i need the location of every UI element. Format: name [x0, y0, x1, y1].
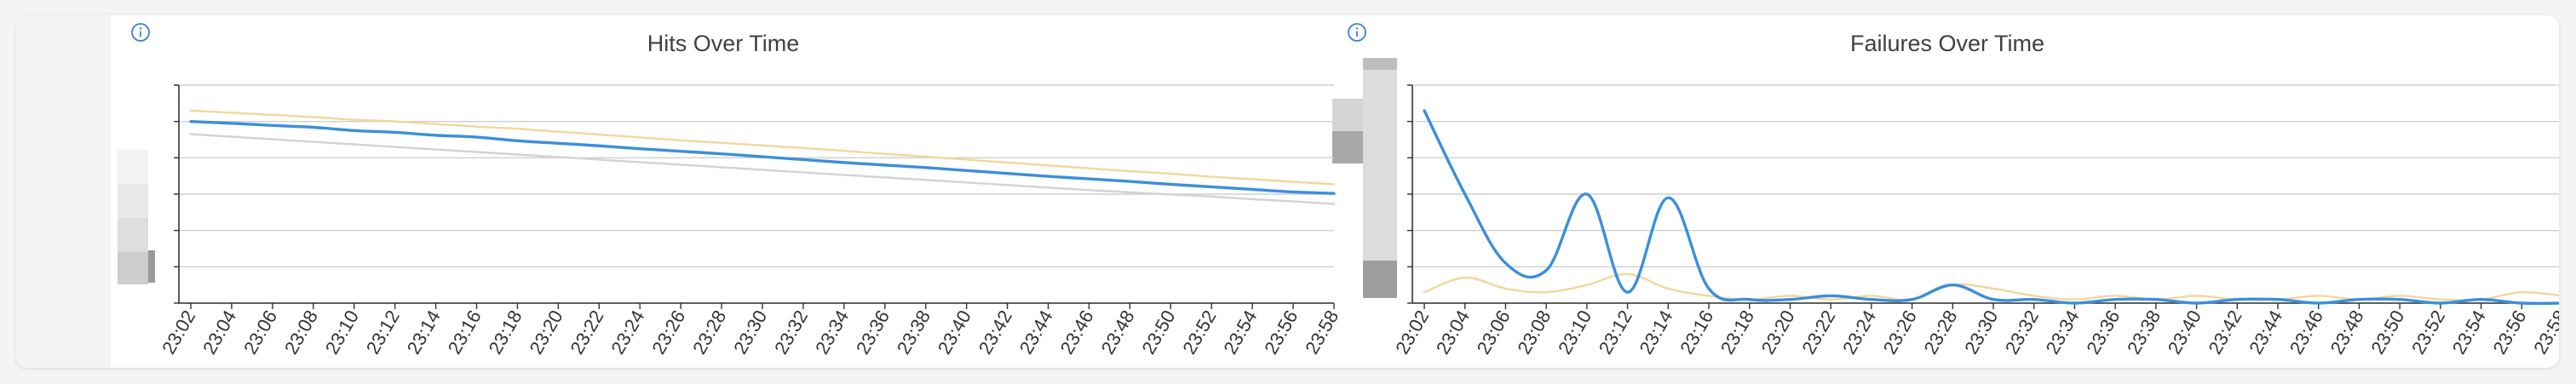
x-tick-label: 23:04	[198, 307, 240, 358]
chart-title: Failures Over Time	[1849, 31, 2045, 56]
series-line-0	[189, 109, 1336, 186]
x-tick-label: 23:48	[1097, 307, 1139, 358]
series-line-1	[1423, 109, 2559, 306]
x-tick-label: 23:34	[811, 307, 853, 358]
dashboard-card: Hits Over Time Failures Over Time 23:02 2…	[15, 15, 2559, 368]
x-tick-label: 23:44	[1015, 307, 1057, 358]
x-tick-label: 23:10	[321, 307, 363, 358]
x-tick-label: 23:32	[770, 307, 812, 358]
x-tick-label: 23:56	[1260, 307, 1302, 358]
x-tick-label: 23:12	[1595, 307, 1636, 358]
x-tick-label: 23:38	[2123, 307, 2165, 358]
hits-over-time-chart: 23:0223:0423:0623:0823:1023:1223:1423:16…	[158, 84, 1343, 358]
x-tick-label: 23:16	[1676, 307, 1717, 358]
x-tick-label: 23:22	[566, 307, 607, 358]
x-tick-label: 23:30	[1960, 307, 2002, 358]
x-tick-label: 23:06	[1473, 307, 1515, 358]
x-tick-label: 23:26	[1879, 307, 1921, 358]
x-tick-label: 23:02	[158, 307, 199, 358]
series-line-2	[189, 119, 1336, 195]
x-tick-label: 23:22	[1797, 307, 1839, 358]
x-tick-label: 23:24	[1838, 307, 1880, 358]
x-tick-label: 23:42	[2204, 307, 2245, 358]
x-tick-label: 23:54	[2448, 307, 2490, 358]
x-tick-label: 23:02	[1391, 307, 1433, 358]
x-tick-label: 23:14	[1635, 307, 1676, 358]
x-tick-label: 23:46	[2286, 307, 2327, 358]
x-tick-label: 23:14	[403, 307, 445, 358]
x-tick-label: 23:16	[444, 307, 486, 358]
x-tick-label: 23:24	[607, 307, 648, 358]
x-tick-label: 23:28	[688, 307, 730, 358]
left-gutter	[15, 15, 111, 368]
info-circle-icon[interactable]	[130, 22, 151, 43]
x-tick-label: 23:58	[1301, 307, 1343, 358]
x-tick-label: 23:58	[2529, 307, 2559, 358]
x-tick-label: 23:38	[893, 307, 934, 358]
x-tick-label: 23:50	[2366, 307, 2408, 358]
x-tick-label: 23:36	[2082, 307, 2124, 358]
legend-strip-1	[118, 150, 155, 296]
x-tick-label: 23:04	[1432, 307, 1474, 358]
failures-over-time-chart: 23:0223:0423:0623:0823:1023:1223:1423:16…	[1391, 84, 2559, 358]
x-tick-label: 23:18	[1716, 307, 1758, 358]
x-tick-label: 23:44	[2245, 307, 2286, 358]
x-tick-label: 23:36	[852, 307, 894, 358]
x-tick-label: 23:26	[647, 307, 689, 358]
x-tick-label: 23:50	[1137, 307, 1179, 358]
x-tick-label: 23:28	[1919, 307, 1961, 358]
x-tick-label: 23:48	[2326, 307, 2368, 358]
x-tick-label: 23:20	[1757, 307, 1799, 358]
x-tick-label: 23:42	[975, 307, 1016, 358]
chart-title: Hits Over Time	[647, 31, 800, 56]
x-tick-label: 23:10	[1554, 307, 1596, 358]
x-tick-label: 23:06	[239, 307, 281, 358]
x-tick-label: 23:56	[2488, 307, 2530, 358]
x-tick-label: 23:40	[2164, 307, 2205, 358]
failures-over-time-panel: Failures Over Time	[1336, 15, 2559, 368]
x-tick-label: 23:20	[526, 307, 567, 358]
x-tick-label: 23:34	[2042, 307, 2084, 358]
series-line-1	[189, 133, 1336, 205]
info-circle-icon[interactable]	[1347, 22, 1367, 43]
x-tick-label: 23:30	[729, 307, 771, 358]
x-tick-label: 23:46	[1056, 307, 1098, 358]
x-tick-label: 23:52	[1178, 307, 1220, 358]
x-tick-label: 23:08	[1513, 307, 1555, 358]
x-tick-label: 23:08	[280, 307, 322, 358]
x-tick-label: 23:40	[934, 307, 975, 358]
x-tick-label: 23:52	[2407, 307, 2449, 358]
hits-over-time-panel: Hits Over Time	[111, 15, 1336, 368]
series-line-0	[1423, 272, 2559, 301]
x-tick-label: 23:12	[362, 307, 404, 358]
x-tick-label: 23:32	[2001, 307, 2043, 358]
x-tick-label: 23:54	[1219, 307, 1261, 358]
legend-strip-2	[1332, 58, 1397, 298]
x-tick-label: 23:18	[485, 307, 526, 358]
